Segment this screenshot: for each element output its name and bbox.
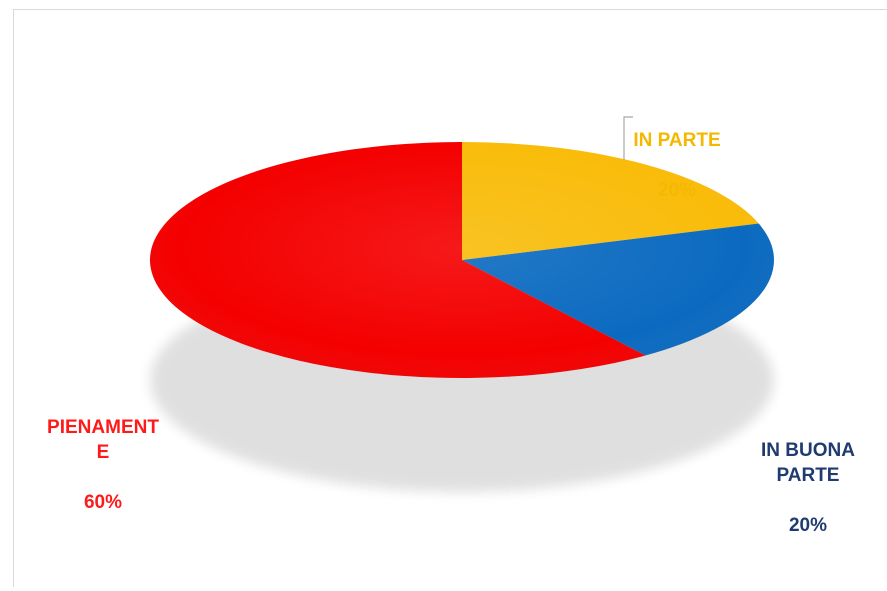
leader-line-in-parte [623,116,633,160]
label-in-buona-parte-name: IN BUONA PARTE [761,440,855,486]
label-in-parte-name: IN PARTE [633,130,721,151]
label-pienamente-pct: 60% [83,492,123,513]
label-in-parte-pct: 20% [657,180,697,201]
label-in-buona-parte-pct: 20% [788,515,828,536]
label-in-buona-parte: IN BUONA PARTE 20% [752,413,864,563]
label-in-parte: IN PARTE 20% [612,103,742,228]
label-pienamente: PIENAMENT E 60% [28,390,178,540]
label-pienamente-name: PIENAMENT E [47,417,159,463]
pie-top-highlight [150,142,774,378]
